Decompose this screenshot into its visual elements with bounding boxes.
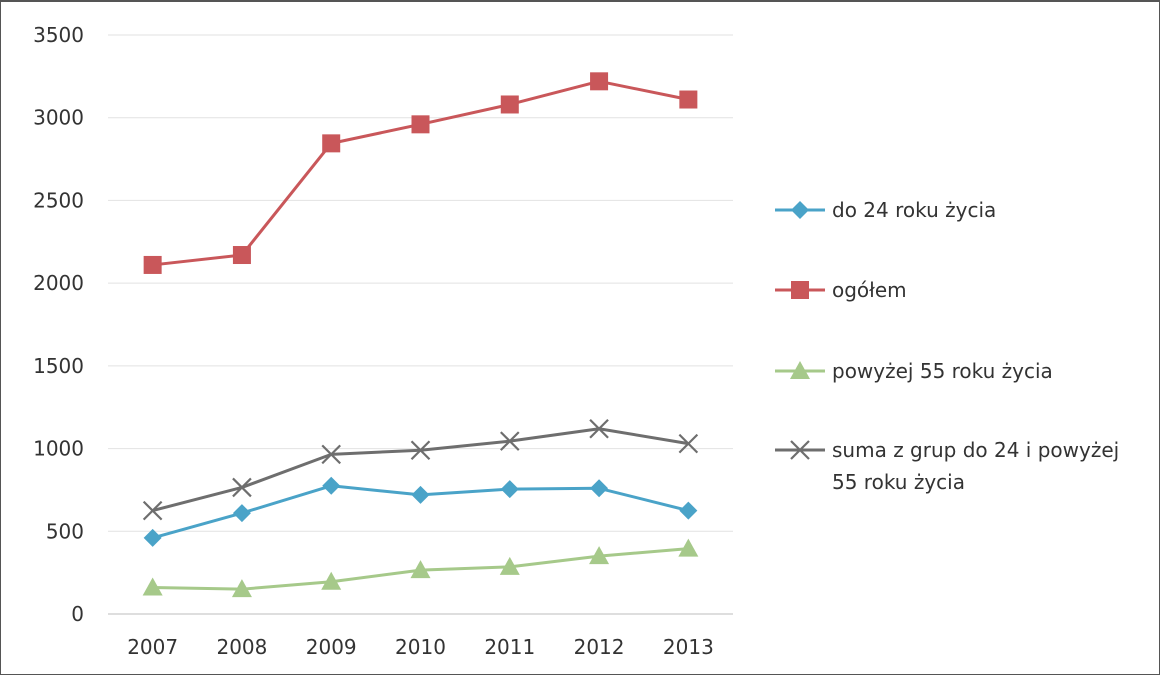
data-point: [231, 579, 252, 598]
data-point: [679, 90, 698, 109]
legend-marker: [790, 361, 810, 379]
legend: do 24 roku życia ogółem powyżej 55 roku ży…: [775, 198, 1119, 494]
data-point: [678, 433, 699, 454]
legend-item-2: powyżej 55 roku życia: [775, 359, 1053, 383]
x-marker-stroke: [142, 500, 163, 521]
data-point: [678, 538, 699, 557]
legend-label: 55 roku życia: [832, 470, 965, 494]
y-tick-label: 2000: [33, 271, 84, 295]
x-marker-stroke: [321, 444, 341, 465]
data-point: [589, 418, 609, 439]
data-point: [142, 577, 163, 596]
data-point: [232, 246, 251, 265]
axes: 0 500 1000 1500 2000 2500 3000 3500 2007 2008 2009…: [33, 23, 714, 659]
y-tick-label: 3500: [33, 23, 84, 47]
x-marker-stroke: [410, 440, 431, 461]
legend-label: do 24 roku życia: [832, 198, 996, 222]
y-tick-label: 1500: [33, 354, 84, 378]
data-point: [411, 485, 430, 504]
data-point: [500, 431, 520, 451]
x-tick-label: 2007: [127, 635, 178, 659]
data-point: [589, 546, 610, 565]
x-tick-label: 2009: [306, 635, 357, 659]
legend-item-1: ogółem: [775, 278, 907, 302]
legend-label: powyżej 55 roku życia: [832, 359, 1053, 383]
data-point: [321, 571, 342, 590]
y-tick-label: 500: [46, 519, 84, 543]
y-tick-label: 2500: [33, 188, 84, 212]
data-point: [143, 255, 162, 274]
legend-label: ogółem: [832, 278, 907, 302]
x-tick-label: 2011: [484, 635, 535, 659]
data-point: [143, 528, 162, 547]
data-point: [321, 444, 341, 465]
data-point: [500, 480, 519, 499]
x-marker-stroke: [500, 431, 520, 451]
x-marker-stroke: [589, 418, 609, 439]
y-tick-label: 1000: [33, 437, 84, 461]
data-point: [500, 95, 519, 114]
data-point: [232, 504, 251, 523]
legend-marker: [791, 201, 809, 219]
data-point: [410, 440, 431, 461]
series-1: [143, 72, 698, 274]
x-tick-label: 2012: [574, 635, 625, 659]
data-point: [322, 476, 341, 495]
series-2: [142, 538, 699, 598]
series-0: [143, 476, 698, 547]
gridlines: [108, 34, 733, 615]
x-marker-stroke: [678, 433, 699, 454]
data-point: [232, 477, 252, 498]
data-point: [142, 500, 163, 521]
legend-item-3: suma z grup do 24 i powyżej 55 roku życia: [775, 438, 1119, 494]
series-line: [152, 79, 689, 267]
x-tick-label: 2010: [395, 635, 446, 659]
series-group: [142, 72, 699, 598]
legend-marker: [791, 281, 809, 299]
y-tick-label: 0: [71, 602, 84, 626]
data-point: [499, 556, 520, 575]
data-point: [590, 72, 609, 91]
x-marker-stroke: [790, 440, 810, 460]
series-3: [142, 418, 699, 521]
data-point: [590, 479, 609, 498]
y-tick-label: 3000: [33, 106, 84, 130]
x-tick-label: 2008: [216, 635, 267, 659]
x-tick-label: 2013: [663, 635, 714, 659]
legend-label: suma z grup do 24 i powyżej: [832, 438, 1119, 462]
legend-item-0: do 24 roku życia: [775, 198, 996, 222]
data-point: [410, 560, 431, 579]
data-point: [411, 115, 430, 134]
data-point: [322, 134, 341, 153]
data-point: [679, 501, 698, 520]
legend-marker: [790, 440, 810, 460]
x-marker-stroke: [232, 477, 252, 498]
